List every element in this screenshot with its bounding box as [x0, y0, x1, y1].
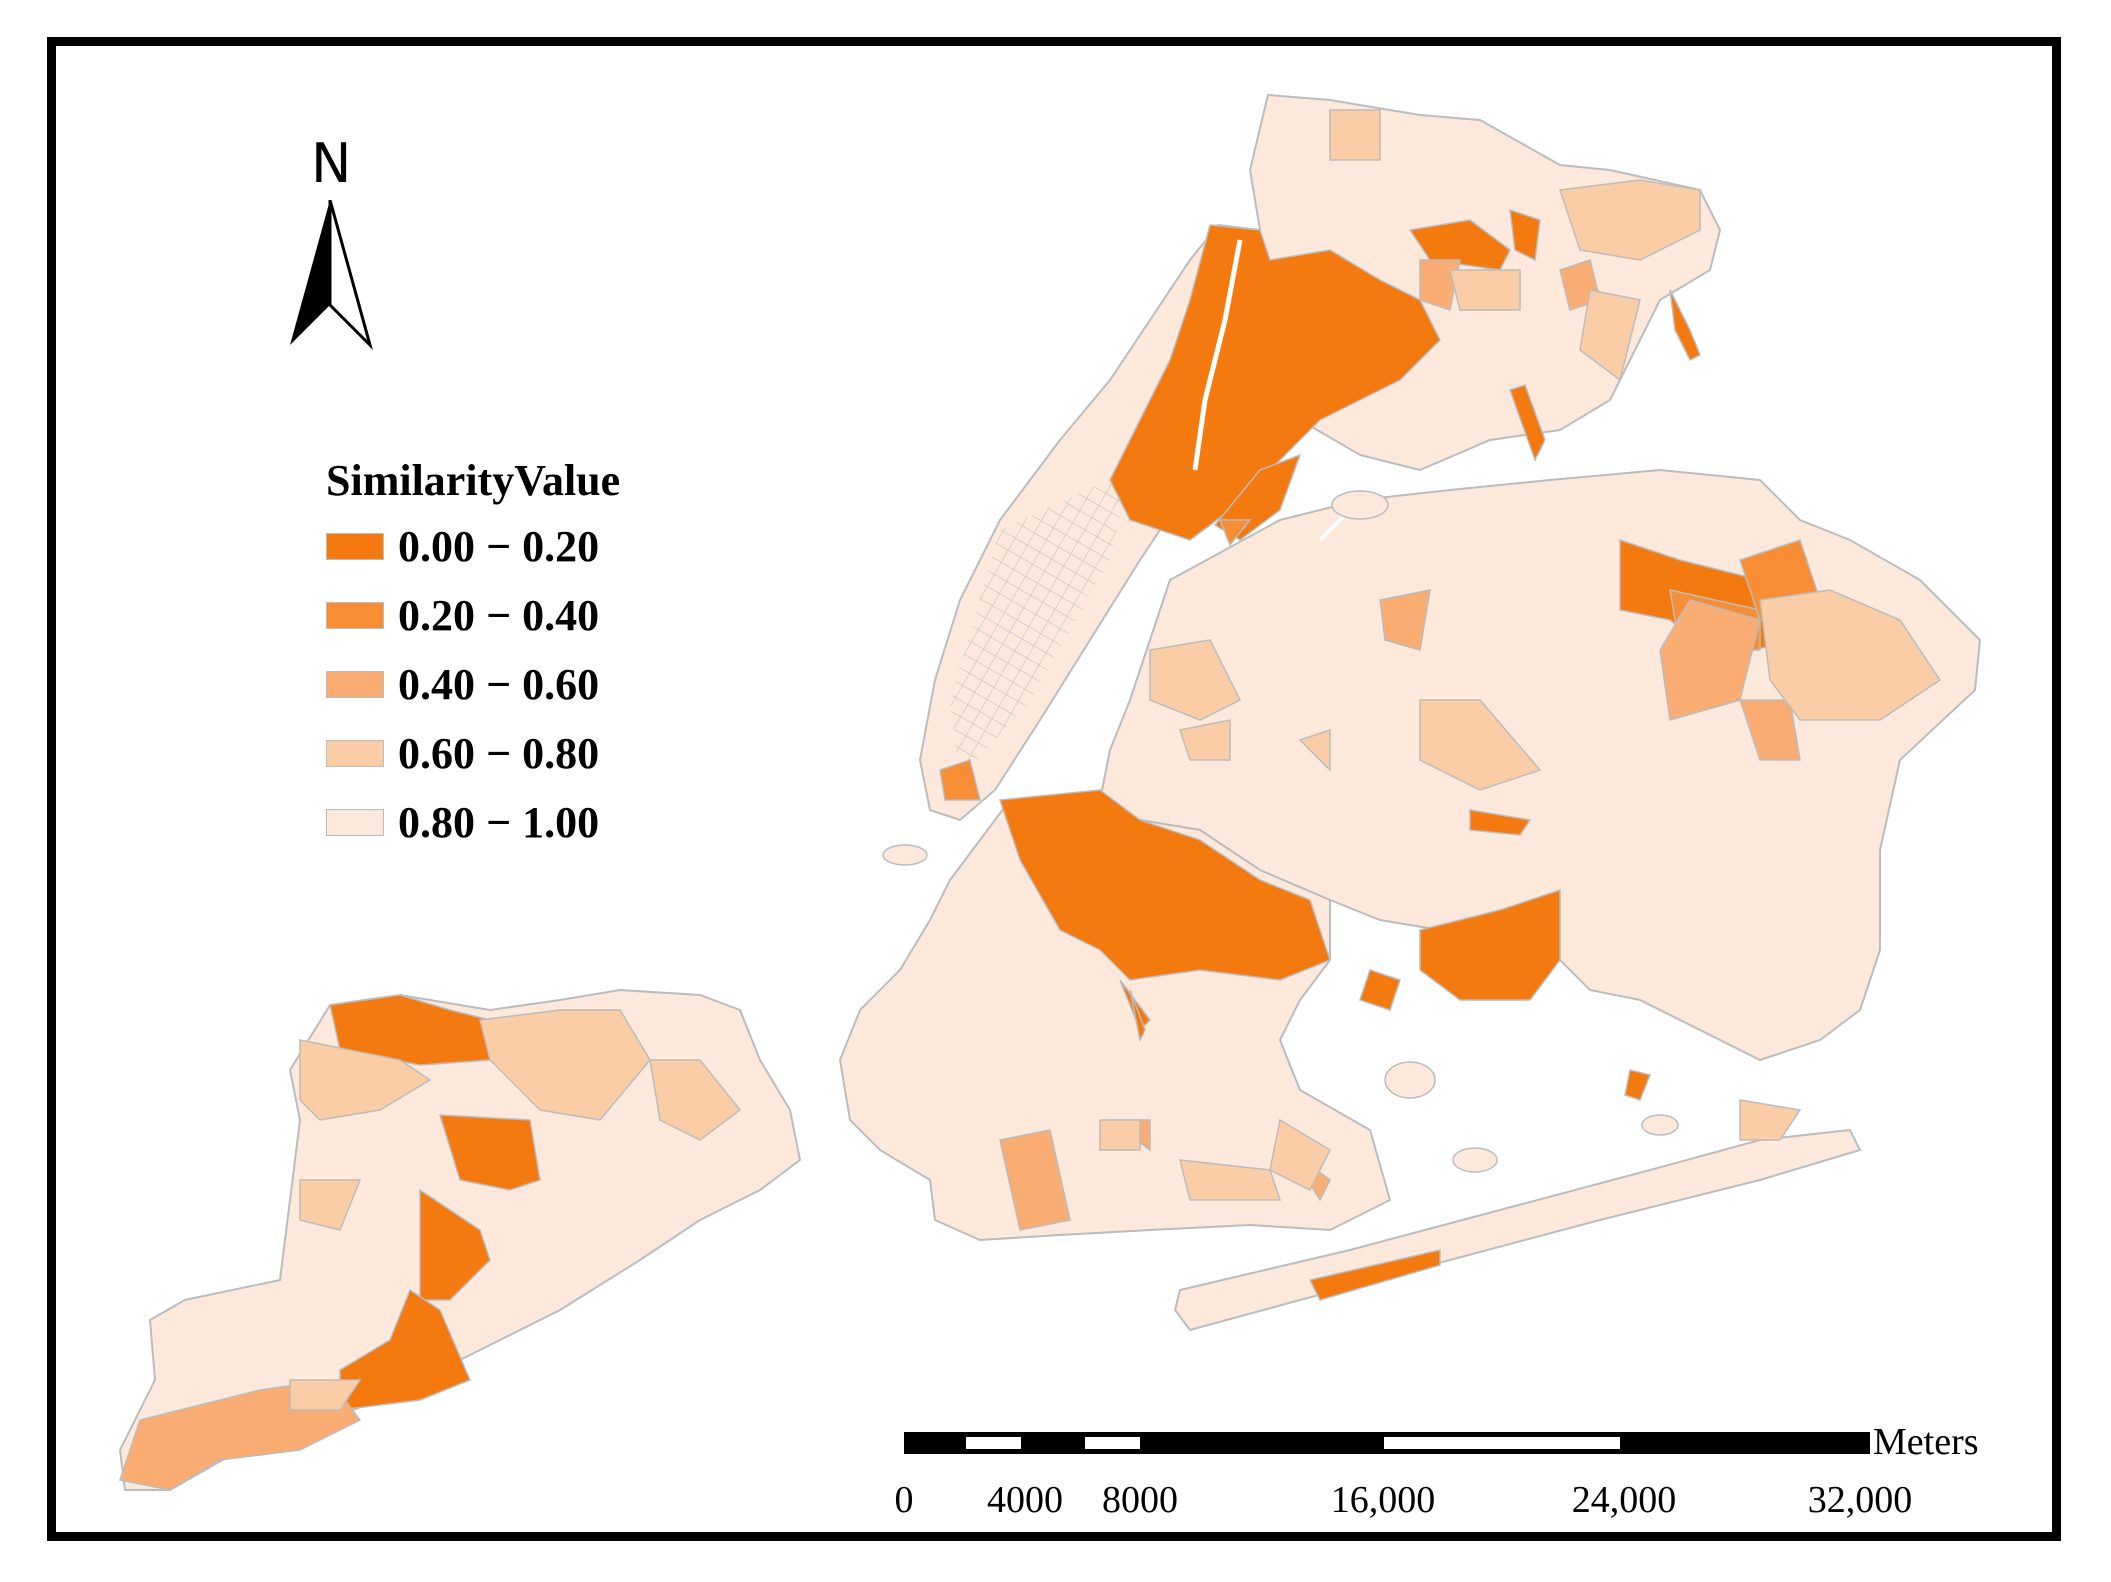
scale-tick-label: 32,000 [1807, 1479, 1913, 1521]
legend-swatch [326, 671, 384, 698]
north-label: N [311, 132, 352, 195]
class-0-00-0-20-zones [329, 208, 1792, 1411]
legend-item: 0.80 − 1.00 [326, 788, 620, 857]
legend-item: 0.20 − 0.40 [326, 581, 620, 650]
legend-title: SimilarityValue [326, 456, 621, 505]
scale-tick-label: 4000 [987, 1479, 1063, 1521]
legend-label: 0.80 − 1.00 [398, 798, 600, 847]
legend-swatch [326, 602, 384, 629]
legend-item: 0.00 − 0.20 [326, 512, 620, 581]
class-0-60-0-80-zones [289, 109, 1942, 1411]
scale-tick-label: 8000 [1102, 1479, 1178, 1521]
scale-tick-label: 24,000 [1571, 1479, 1677, 1521]
legend-label: 0.60 − 0.80 [398, 729, 600, 778]
legend-label: 0.40 − 0.60 [398, 660, 600, 709]
scale-tick-label: 0 [894, 1479, 914, 1521]
legend: SimilarityValue 0.00 − 0.20 0.20 − 0.40 … [326, 455, 620, 857]
legend-swatch [326, 740, 384, 767]
legend-label: 0.00 − 0.20 [398, 522, 600, 571]
scale-bar [904, 1432, 1870, 1454]
scale-unit: Meters [1873, 1421, 1979, 1463]
legend-item: 0.60 − 0.80 [326, 719, 620, 788]
legend-label: 0.20 − 0.40 [398, 591, 600, 640]
north-arrow-icon [290, 200, 373, 350]
legend-item: 0.40 − 0.60 [326, 650, 620, 719]
legend-swatch [326, 533, 384, 560]
legend-swatch [326, 809, 384, 836]
scale-tick-label: 16,000 [1330, 1479, 1436, 1521]
